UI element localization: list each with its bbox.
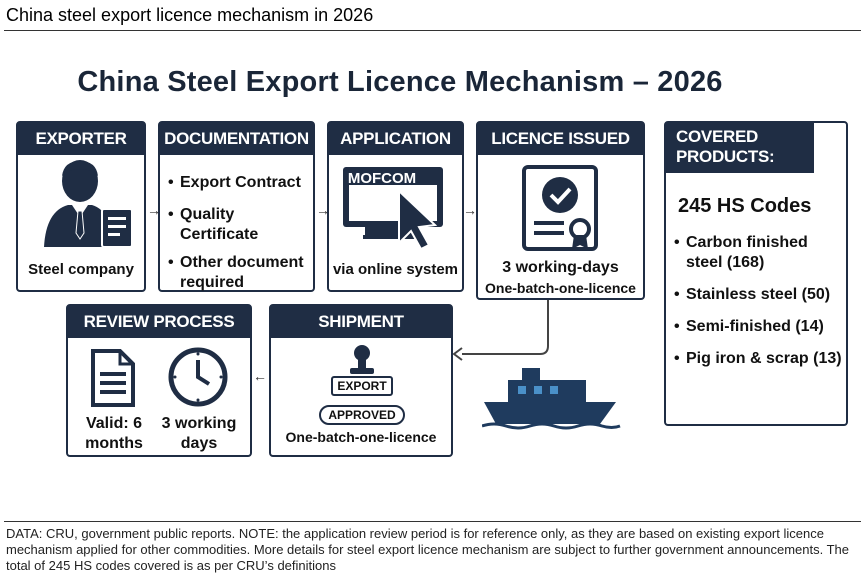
stamp-icon: [350, 345, 374, 374]
licence-batch-label: One-batch-one-licence: [485, 280, 636, 296]
covered-product-item: Stainless steel (50): [674, 285, 842, 305]
licence-issued-heading: LICENCE ISSUED: [478, 123, 643, 155]
page-header: China steel export licence mechanism in …: [6, 5, 374, 25]
covered-products-heading: COVERED PRODUCTS:: [666, 123, 814, 173]
covered-product-item: Pig iron & scrap (13): [674, 349, 842, 369]
documentation-list: Export Contract Quality Certificate Othe…: [168, 173, 309, 300]
covered-products-box: COVERED PRODUCTS: 245 HS Codes Carbon fi…: [664, 121, 848, 426]
exporter-heading: EXPORTER: [18, 123, 144, 155]
exporter-box: EXPORTER Steel company: [16, 121, 146, 292]
documentation-box: DOCUMENTATION Export Contract Quality Ce…: [158, 121, 315, 292]
shipment-batch-label: One-batch-one-licence: [285, 429, 437, 445]
hs-codes-total: 245 HS Codes: [678, 195, 812, 217]
footer-divider: [4, 521, 861, 522]
covered-products-list: Carbon finished steel (168) Stainless st…: [674, 233, 842, 376]
clock-icon: [168, 347, 228, 407]
licence-days-label: 3 working-days: [502, 259, 619, 276]
mofcom-screen-label: MOFCOM: [347, 170, 417, 187]
valid-period-label: Valid: 6 months: [85, 415, 143, 452]
documentation-heading: DOCUMENTATION: [160, 123, 313, 155]
application-label: via online system: [332, 261, 459, 278]
covered-product-item: Semi-finished (14): [674, 317, 842, 337]
footnote: DATA: CRU, government public reports. NO…: [6, 526, 850, 573]
application-heading: APPLICATION: [329, 123, 462, 155]
review-days-label: 3 working days: [161, 415, 237, 452]
review-process-heading: REVIEW PROCESS: [68, 306, 250, 338]
application-box: APPLICATION MOFCOM via online system: [327, 121, 464, 292]
review-process-box: REVIEW PROCESS Valid: 6 months 3 working…: [66, 304, 252, 457]
computer-cursor-icon: [343, 167, 443, 251]
shipment-box: SHIPMENT EXPORT APPROVED One-batch-one-l…: [269, 304, 453, 457]
approved-stamp: APPROVED: [319, 405, 405, 425]
documentation-item: Other document required: [168, 253, 309, 293]
cargo-ship-icon: [482, 368, 621, 430]
covered-product-item: Carbon finished steel (168): [674, 233, 842, 273]
documentation-item: Quality Certificate: [168, 205, 309, 245]
document-icon: [91, 349, 135, 407]
header-divider: [4, 30, 861, 31]
arrow-left-icon: ←: [253, 368, 267, 384]
exporter-label: Steel company: [28, 261, 134, 278]
documentation-item: Export Contract: [168, 173, 309, 193]
certificate-check-icon: [522, 165, 598, 251]
arrow-right-icon: →: [147, 202, 161, 218]
export-stamp: EXPORT: [331, 376, 393, 396]
businessman-icon: [44, 160, 133, 248]
arrow-right-icon: →: [463, 202, 477, 218]
diagram-title: China Steel Export Licence Mechanism – 2…: [77, 66, 723, 98]
connector-arrow: [452, 300, 549, 361]
shipment-heading: SHIPMENT: [271, 306, 451, 338]
licence-issued-box: LICENCE ISSUED 3 working-days One-batch-…: [476, 121, 645, 300]
arrow-right-icon: →: [316, 202, 330, 218]
